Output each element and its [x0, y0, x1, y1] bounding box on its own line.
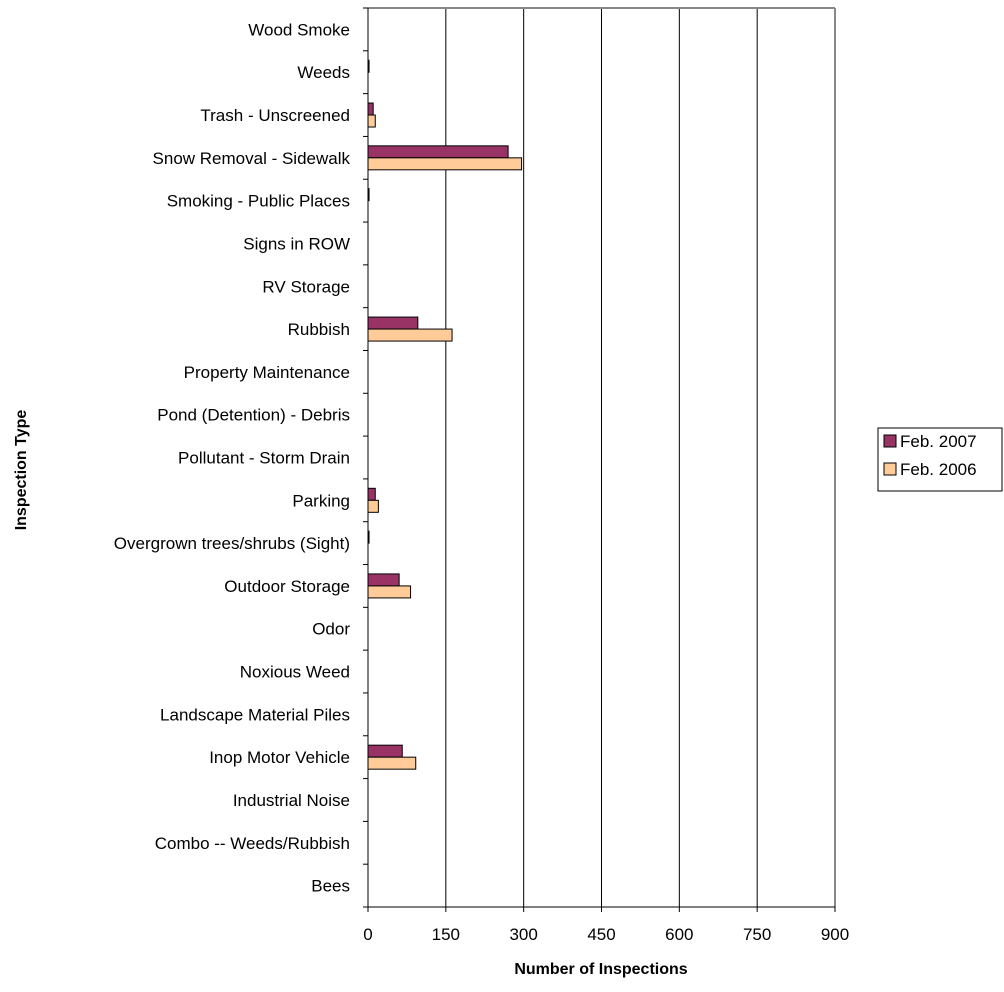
- x-tick-label: 150: [432, 925, 460, 944]
- bar-series-1: [367, 744, 403, 758]
- x-tick-label: 450: [587, 925, 615, 944]
- category-label: Industrial Noise: [233, 791, 350, 810]
- legend: Feb. 2007 Feb. 2006: [877, 427, 1003, 492]
- legend-label: Feb. 2007: [900, 432, 977, 451]
- category-label: Weeds: [297, 63, 350, 82]
- axes: [363, 7, 836, 912]
- category-label: Outdoor Storage: [224, 577, 350, 596]
- bar-series-1: [367, 145, 509, 159]
- bar-series-1: [367, 102, 374, 116]
- bar-series-1: [367, 573, 400, 587]
- legend-box: [877, 427, 1003, 492]
- category-label: Combo -- Weeds/Rubbish: [155, 834, 350, 853]
- category-label: Inop Motor Vehicle: [209, 748, 350, 767]
- category-label: Smoking - Public Places: [167, 192, 350, 211]
- category-label: Trash - Unscreened: [200, 106, 350, 125]
- category-label: Property Maintenance: [184, 363, 350, 382]
- category-label: Overgrown trees/shrubs (Sight): [114, 534, 350, 553]
- x-tick-label: 750: [743, 925, 771, 944]
- bar-series-2: [367, 499, 379, 513]
- y-axis-title: Inspection Type: [13, 410, 30, 531]
- legend-swatch: [883, 434, 897, 448]
- legend-swatch: [883, 462, 897, 476]
- x-tick-label: 300: [509, 925, 537, 944]
- x-tick-label: 600: [665, 925, 693, 944]
- category-labels: Wood Smoke Weeds Trash - Unscreened Snow Re…: [114, 20, 351, 895]
- category-label: Bees: [311, 877, 350, 896]
- bar-series-2: [367, 328, 453, 342]
- category-label: Wood Smoke: [248, 20, 350, 39]
- category-label: Snow Removal - Sidewalk: [153, 149, 351, 168]
- legend-label: Feb. 2006: [900, 460, 977, 479]
- bar-series-1: [367, 487, 376, 501]
- category-label: Pond (Detention) - Debris: [157, 406, 350, 425]
- category-label: Signs in ROW: [243, 234, 350, 253]
- x-axis-title: Number of Inspections: [514, 961, 687, 978]
- bar-series-2: [367, 114, 376, 128]
- x-tick-label: 0: [363, 925, 372, 944]
- tick-labels: 0 150 300 450 600 750 900: [363, 925, 849, 944]
- category-label: Noxious Weed: [240, 663, 350, 682]
- category-label: RV Storage: [262, 277, 350, 296]
- category-label: Landscape Material Piles: [160, 705, 350, 724]
- bar-series-1: [367, 316, 419, 330]
- category-label: Pollutant - Storm Drain: [178, 449, 350, 468]
- category-label: Odor: [312, 620, 350, 639]
- bars: [367, 59, 523, 770]
- category-label: Rubbish: [288, 320, 350, 339]
- bar-series-2: [367, 157, 523, 171]
- category-label: Parking: [292, 491, 350, 510]
- bar-series-2: [367, 756, 417, 770]
- bar-series-2: [367, 585, 412, 599]
- gridlines: [445, 8, 836, 907]
- x-tick-label: 900: [821, 925, 849, 944]
